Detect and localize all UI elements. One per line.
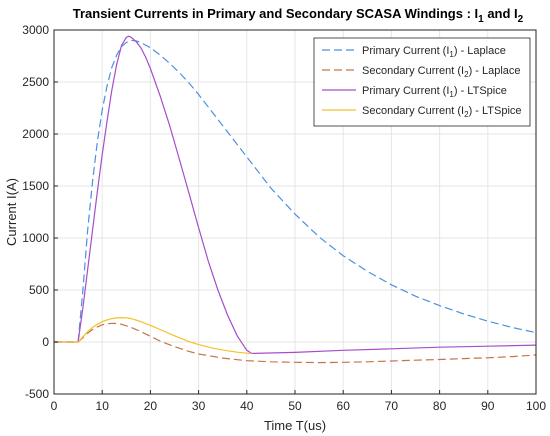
x-tick-label: 10 (96, 399, 110, 413)
x-tick-label: 70 (385, 399, 399, 413)
y-tick-label: 2500 (22, 75, 49, 89)
x-tick-label: 100 (526, 399, 546, 413)
x-ticks: 0 10 20 30 40 50 60 70 80 90 100 (51, 390, 546, 413)
y-tick-label: 3000 (22, 23, 49, 37)
x-tick-label: 20 (144, 399, 158, 413)
series-layer (54, 35, 537, 364)
legend-box (313, 37, 531, 127)
series-line-1 (54, 39, 537, 343)
x-tick-label: 50 (288, 399, 302, 413)
y-tick-label: 1500 (22, 179, 49, 193)
x-tick-label: 40 (240, 399, 254, 413)
legend-label-1: Primary Current (I1) - Laplace (362, 45, 506, 59)
series-line-4 (54, 316, 252, 354)
x-tick-label: 60 (337, 399, 351, 413)
chart-title: Transient Currents in Primary and Second… (73, 6, 524, 25)
y-ticks: -500 0 500 1000 1500 2000 2500 3000 (22, 23, 58, 401)
legend: Primary Current (I1) - Laplace Secondary … (313, 37, 531, 127)
series-line-2 (54, 322, 537, 364)
legend-label-4: Secondary Current (I2) - LTSpice (362, 105, 522, 119)
y-tick-label: 1000 (22, 231, 49, 245)
series-line-3 (54, 35, 537, 355)
legend-label-3: Primary Current (I1) - LTSpice (362, 85, 507, 99)
y-tick-label: -500 (25, 387, 49, 401)
legend-label-2: Secondary Current (I2) - Laplace (362, 65, 521, 79)
x-tick-label: 80 (433, 399, 447, 413)
x-tick-label: 0 (51, 399, 58, 413)
y-tick-label: 2000 (22, 127, 49, 141)
y-tick-label: 500 (29, 283, 49, 297)
x-axis-label: Time T(us) (264, 418, 326, 433)
x-tick-label: 30 (192, 399, 206, 413)
y-axis-label: Current I(A) (4, 178, 19, 246)
x-tick-label: 90 (481, 399, 495, 413)
y-tick-label: 0 (42, 335, 49, 349)
